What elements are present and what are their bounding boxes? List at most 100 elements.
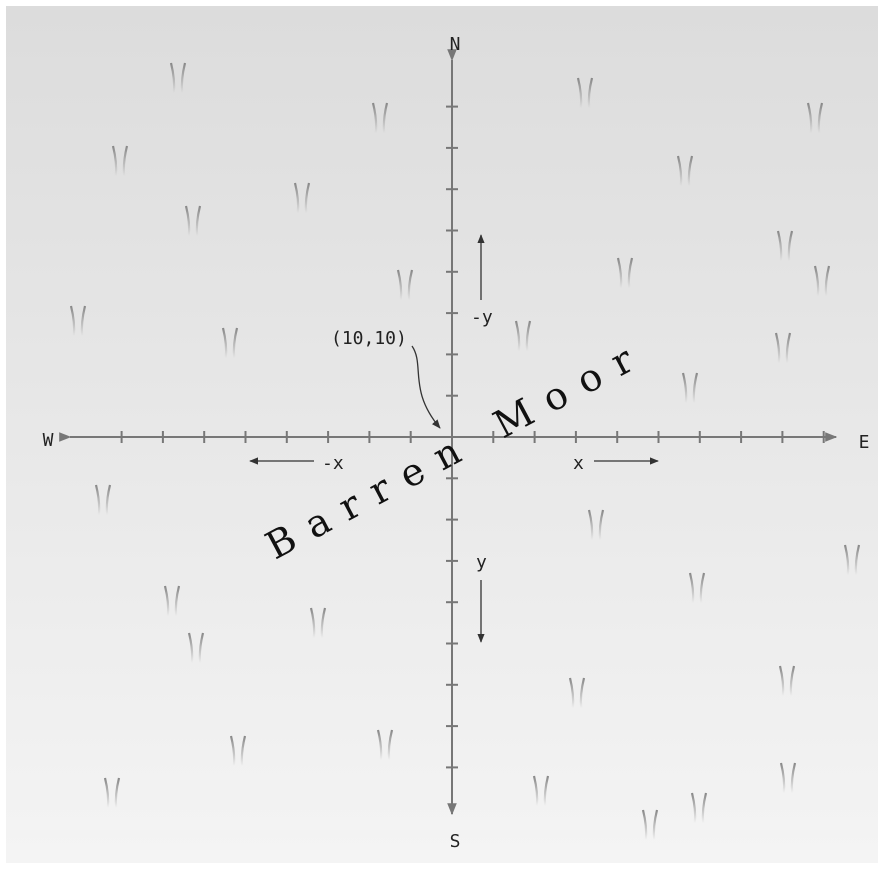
- grass-blade: [776, 230, 783, 262]
- grass-layer: [69, 62, 861, 841]
- grass-blade: [293, 182, 300, 214]
- grass-blade: [690, 792, 697, 824]
- grass-tuft: [184, 205, 202, 237]
- grass-tuft: [681, 372, 699, 404]
- grass-blade: [790, 762, 797, 794]
- grass-blade: [576, 77, 583, 109]
- grass-blade: [568, 677, 575, 709]
- pos-x-label: x: [573, 453, 584, 474]
- grass-blade: [774, 332, 781, 364]
- compass-north: N: [450, 34, 461, 55]
- grass-tuft: [69, 305, 87, 337]
- grass-blade: [587, 77, 594, 109]
- grass-blade: [817, 102, 824, 134]
- grass-blade: [387, 729, 394, 761]
- grass-blade: [598, 509, 605, 541]
- grass-blade: [221, 327, 228, 359]
- grass-blade: [843, 544, 850, 576]
- grass-blade: [779, 762, 786, 794]
- grass-blade: [785, 332, 792, 364]
- grass-tuft: [371, 102, 389, 134]
- grass-blade: [376, 729, 383, 761]
- grass-blade: [407, 269, 414, 301]
- grass-blade: [701, 792, 708, 824]
- grass-blade: [587, 509, 594, 541]
- grass-tuft: [532, 775, 550, 807]
- grass-blade: [320, 607, 327, 639]
- grass-blade: [789, 665, 796, 697]
- grass-blade: [687, 155, 694, 187]
- marker-label: (10,10): [331, 328, 407, 349]
- grass-blade: [163, 585, 170, 617]
- grass-tuft: [396, 269, 414, 301]
- grass-tuft: [690, 792, 708, 824]
- grass-blade: [304, 182, 311, 214]
- grass-blade: [187, 632, 194, 664]
- grass-blade: [787, 230, 794, 262]
- grass-blade: [198, 632, 205, 664]
- grass-blade: [692, 372, 699, 404]
- grass-tuft: [376, 729, 394, 761]
- grass-blade: [232, 327, 239, 359]
- grass-tuft: [94, 484, 112, 516]
- grass-blade: [525, 320, 532, 352]
- grass-blade: [627, 257, 634, 289]
- grass-blade: [229, 735, 236, 767]
- grass-blade: [80, 305, 87, 337]
- grass-blade: [778, 665, 785, 697]
- grass-tuft: [813, 265, 831, 297]
- grass-tuft: [103, 777, 121, 809]
- grass-tuft: [778, 665, 796, 697]
- grass-tuft: [514, 320, 532, 352]
- grass-tuft: [111, 145, 129, 177]
- grass-blade: [69, 305, 76, 337]
- grass-blade: [111, 145, 118, 177]
- grass-blade: [806, 102, 813, 134]
- grass-blade: [652, 809, 659, 841]
- grass-blade: [122, 145, 129, 177]
- grass-tuft: [568, 677, 586, 709]
- grass-tuft: [229, 735, 247, 767]
- grass-blade: [854, 544, 861, 576]
- pos-y-label: y: [476, 552, 487, 573]
- grass-tuft: [779, 762, 797, 794]
- grass-blade: [382, 102, 389, 134]
- tick-layer: [120, 105, 825, 769]
- grass-tuft: [587, 509, 605, 541]
- grass-blade: [514, 320, 521, 352]
- grass-tuft: [774, 332, 792, 364]
- grass-tuft: [309, 607, 327, 639]
- grass-blade: [676, 155, 683, 187]
- grass-tuft: [806, 102, 824, 134]
- grass-tuft: [616, 257, 634, 289]
- grass-blade: [114, 777, 121, 809]
- grass-blade: [169, 62, 176, 94]
- grass-blade: [579, 677, 586, 709]
- grass-tuft: [688, 572, 706, 604]
- grass-tuft: [163, 585, 181, 617]
- grass-blade: [309, 607, 316, 639]
- grass-blade: [371, 102, 378, 134]
- grass-blade: [616, 257, 623, 289]
- grass-blade: [824, 265, 831, 297]
- grass-blade: [240, 735, 247, 767]
- grass-tuft: [776, 230, 794, 262]
- compass-east: E: [859, 432, 870, 453]
- grass-blade: [813, 265, 820, 297]
- grass-blade: [195, 205, 202, 237]
- grass-blade: [688, 572, 695, 604]
- grass-blade: [681, 372, 688, 404]
- grass-tuft: [169, 62, 187, 94]
- grass-blade: [105, 484, 112, 516]
- grass-blade: [532, 775, 539, 807]
- grass-blade: [396, 269, 403, 301]
- grass-blade: [699, 572, 706, 604]
- neg-y-label: -y: [471, 307, 493, 328]
- grass-tuft: [843, 544, 861, 576]
- grass-blade: [103, 777, 110, 809]
- compass-west: W: [43, 430, 54, 451]
- grass-blade: [184, 205, 191, 237]
- grass-blade: [641, 809, 648, 841]
- grass-tuft: [187, 632, 205, 664]
